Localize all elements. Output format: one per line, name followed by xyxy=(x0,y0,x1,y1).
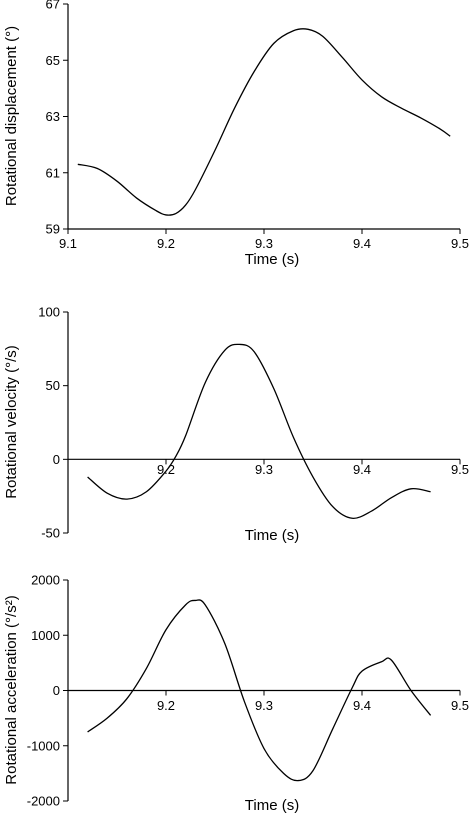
y-tick-label: -50 xyxy=(41,526,60,541)
x-tick-label: 9.4 xyxy=(353,698,371,713)
y-tick-label: 59 xyxy=(46,222,60,237)
x-tick-label: 9.2 xyxy=(157,698,175,713)
chart-panel-1: 59 61 63 65 67 9.1 9.2 9.3 9.4 9.5 Time (s) Rotatio… xyxy=(3,0,469,268)
series-line xyxy=(87,599,432,782)
y-axis-title: Rotational displacement (°) xyxy=(3,26,20,206)
x-axis-title: Time (s) xyxy=(245,251,299,268)
y-tick-label: 0 xyxy=(53,683,60,698)
x-tick-label: 9.5 xyxy=(451,236,469,251)
chart-panel-2: -50 0 50 100 9.2 9.3 9.4 9.5 Time (s) Rotational … xyxy=(3,305,469,545)
series-line xyxy=(87,343,431,519)
y-tick-label: 0 xyxy=(53,452,60,467)
x-tick-label: 9.3 xyxy=(255,236,273,251)
x-tick-label: 9.5 xyxy=(451,462,469,477)
x-tick-label: 9.3 xyxy=(255,462,273,477)
y-tick-label: -1000 xyxy=(27,738,60,753)
x-tick-label: 9.2 xyxy=(157,236,175,251)
y-tick-label: 1000 xyxy=(31,628,60,643)
x-axis-title: Time (s) xyxy=(245,797,299,814)
x-tick-label: 9.2 xyxy=(157,462,175,477)
y-tick-label: -2000 xyxy=(27,794,60,809)
chart-panel-3: -2000 -1000 0 1000 2000 9.2 9.3 9.4 9.5 Time (s) R… xyxy=(3,573,469,814)
x-tick-label: 9.4 xyxy=(353,236,371,251)
y-tick-label: 67 xyxy=(46,0,60,12)
y-tick-label: 61 xyxy=(46,165,60,180)
y-tick-label: 100 xyxy=(38,305,60,320)
x-tick-label: 9.5 xyxy=(451,698,469,713)
y-tick-label: 65 xyxy=(46,53,60,68)
y-tick-label: 50 xyxy=(46,378,60,393)
y-tick-label: 2000 xyxy=(31,573,60,588)
y-tick-label: 63 xyxy=(46,109,60,124)
y-axis-title: Rotational velocity (°/s) xyxy=(3,345,20,499)
x-axis-title: Time (s) xyxy=(245,527,299,544)
x-tick-label: 9.3 xyxy=(255,698,273,713)
series-line xyxy=(77,28,451,216)
x-tick-label: 9.4 xyxy=(353,462,371,477)
x-tick-label: 9.1 xyxy=(59,236,77,251)
y-axis-title: Rotational acceleration (°/s²) xyxy=(3,595,20,784)
